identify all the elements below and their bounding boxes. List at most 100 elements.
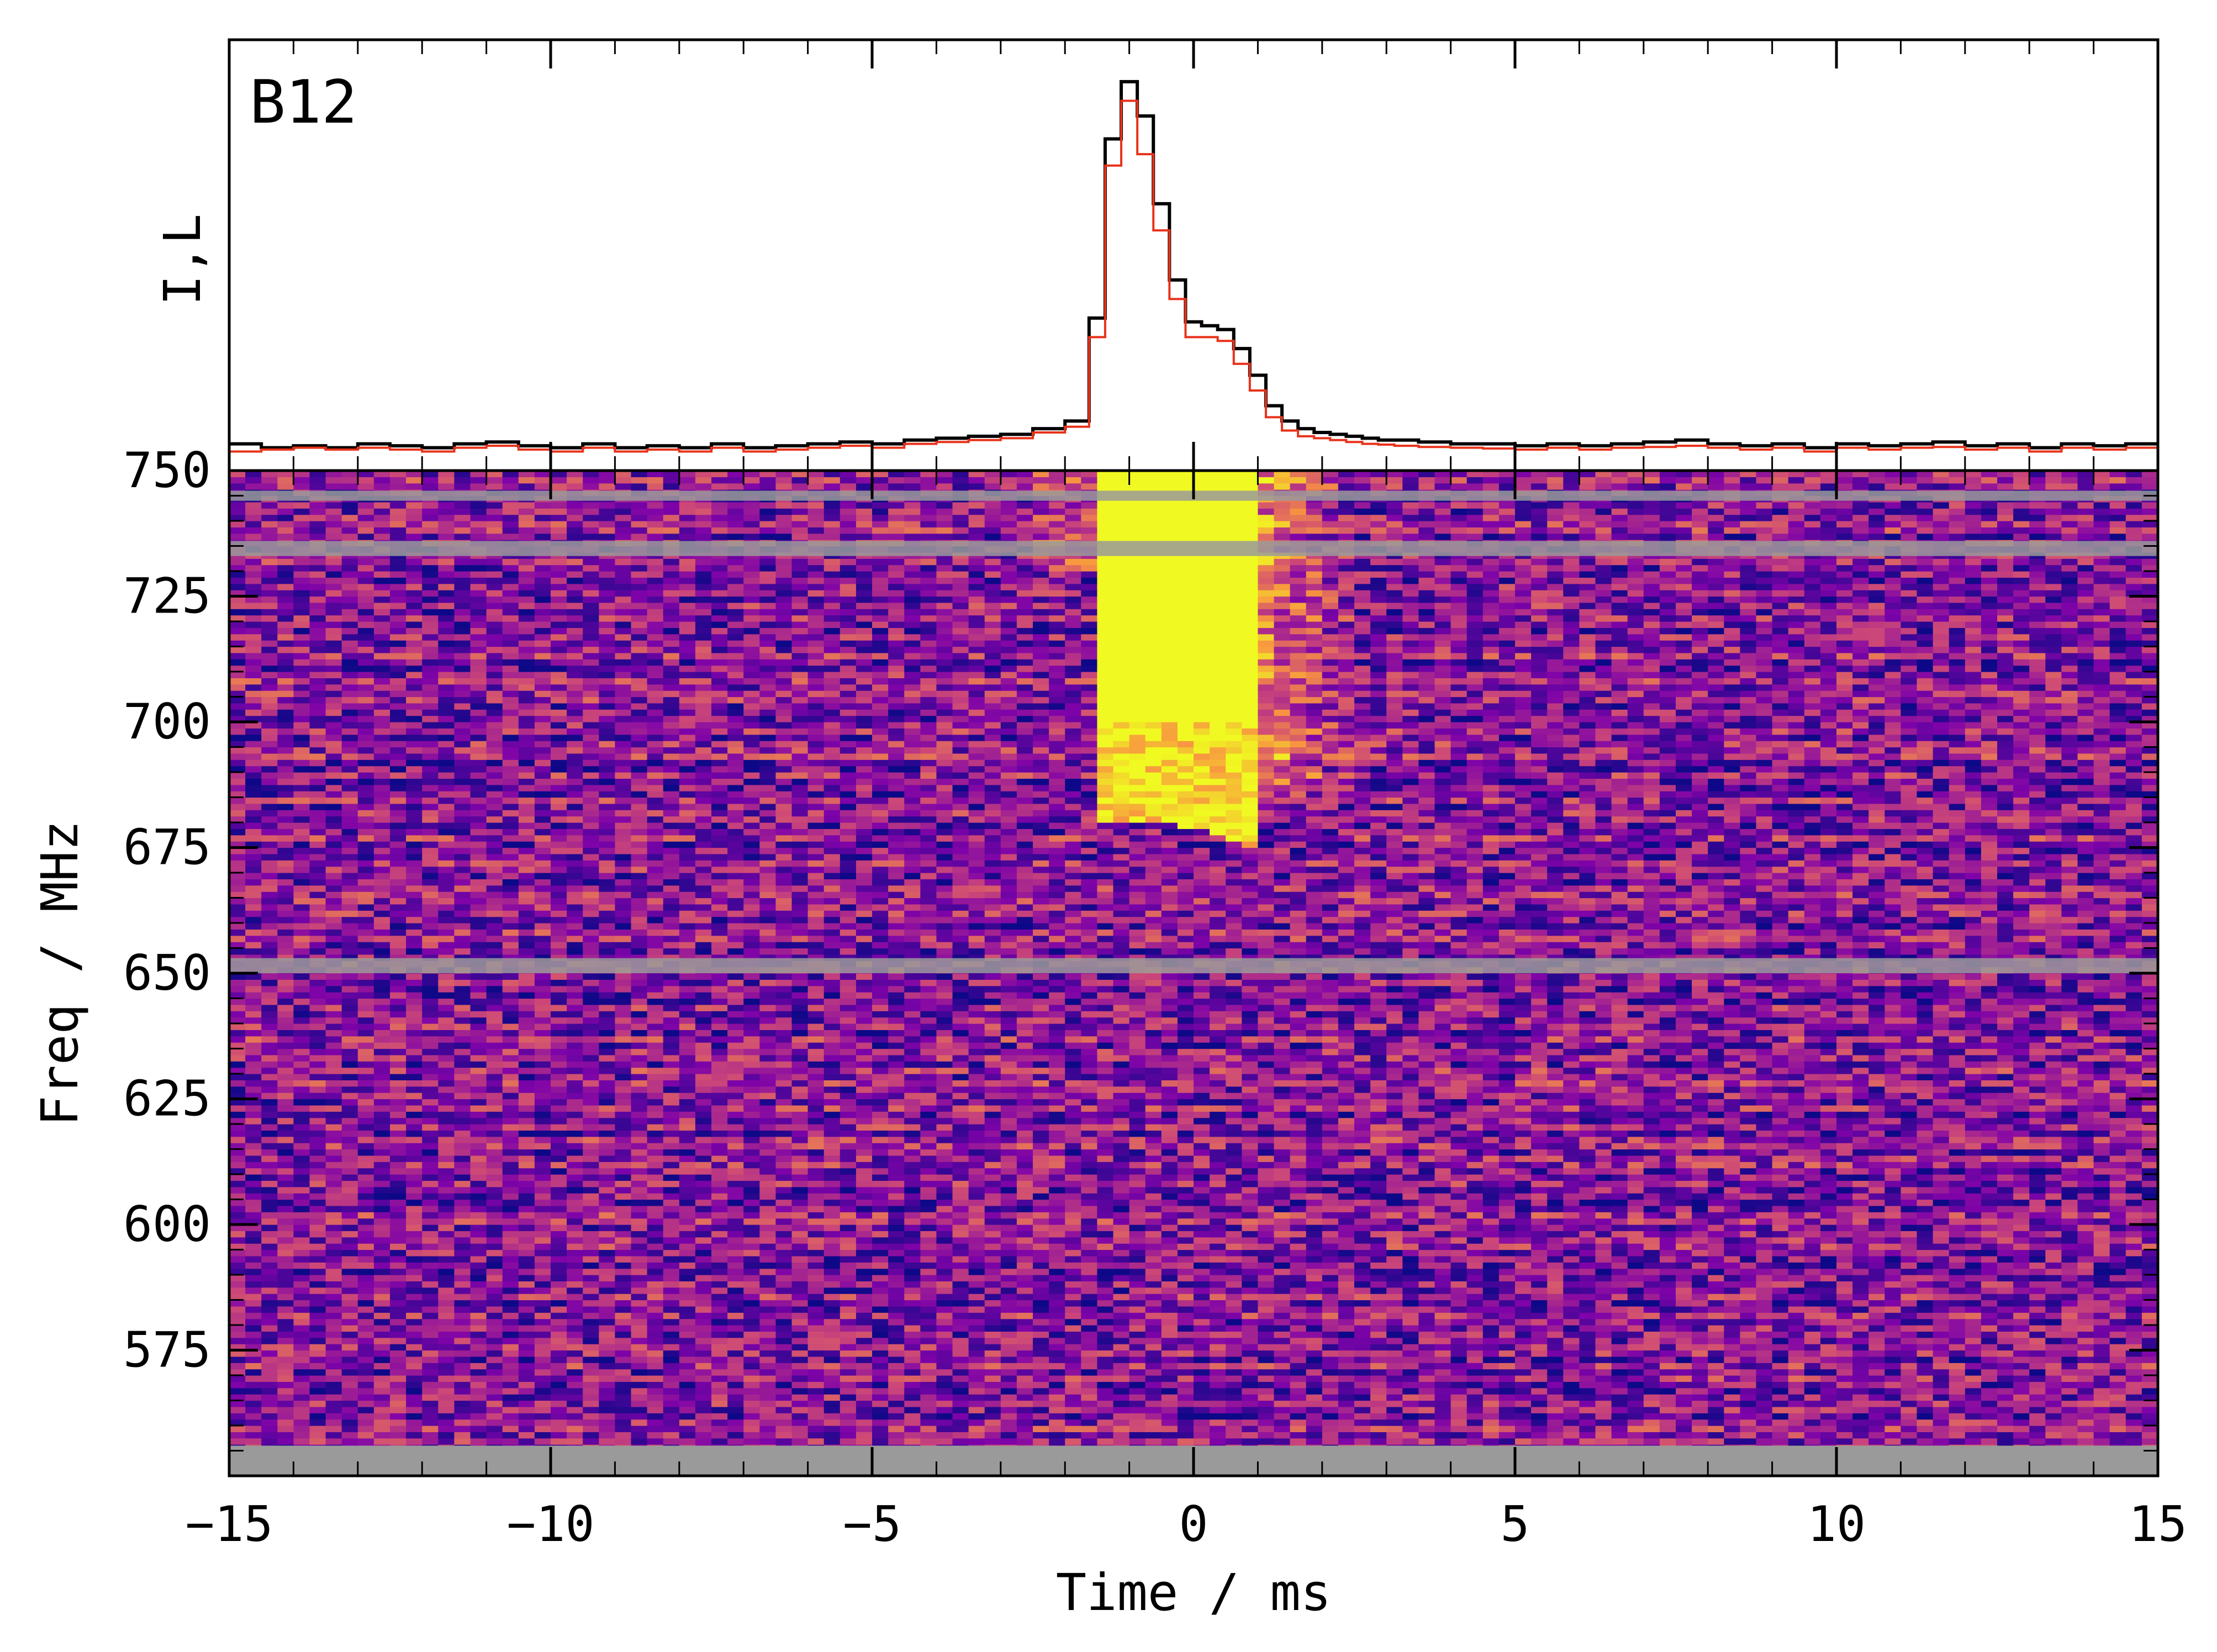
heatmap-cell [1772, 1300, 1789, 1307]
heatmap-cell [567, 1268, 583, 1275]
heatmap-cell [1097, 1325, 1114, 1332]
heatmap-cell [1595, 1432, 1612, 1439]
heatmap-cell [229, 1406, 246, 1413]
heatmap-cell [2061, 1312, 2078, 1320]
heatmap-cell [1145, 1312, 1162, 1320]
heatmap-cell [1000, 1432, 1017, 1439]
heatmap-cell [567, 1249, 583, 1257]
heatmap-cell [1772, 1275, 1789, 1281]
heatmap-cell [583, 1268, 599, 1275]
heatmap-cell [824, 1356, 841, 1363]
heatmap-cell [1016, 1356, 1033, 1363]
heatmap-cell [2013, 1225, 2030, 1231]
heatmap-cell [711, 1318, 728, 1326]
heatmap-cell [1885, 1294, 1901, 1301]
heatmap-cell [1611, 1275, 1628, 1281]
heatmap-cell [1338, 1255, 1355, 1263]
heatmap-cell [2077, 1387, 2094, 1395]
heatmap-cell [1997, 1262, 2014, 1269]
heatmap-cell [1997, 1225, 2014, 1231]
heatmap-cell [856, 1381, 873, 1389]
heatmap-cell [373, 1255, 390, 1263]
heatmap-cell [1194, 1318, 1210, 1326]
heatmap-cell [2093, 1337, 2110, 1344]
heatmap-cell [1692, 1249, 1708, 1257]
heatmap-cell [631, 1312, 648, 1320]
heatmap-cell [1804, 1375, 1821, 1382]
heatmap-cell [1161, 1387, 1178, 1395]
heatmap-cell [1676, 1419, 1692, 1426]
heatmap-cell [2061, 1400, 2078, 1407]
heatmap-cell [2013, 1300, 2030, 1307]
heatmap-cell [2045, 1337, 2062, 1344]
heatmap-cell [1579, 1255, 1596, 1263]
heatmap-cell [1515, 1344, 1532, 1351]
heatmap-cell [1434, 1300, 1451, 1307]
heatmap-cell [599, 1438, 615, 1445]
heatmap-cell [599, 1300, 615, 1307]
heatmap-cell [759, 1281, 776, 1288]
heatmap-cell [2109, 1255, 2126, 1263]
heatmap-cell [229, 1438, 246, 1445]
heatmap-cell [1177, 1231, 1194, 1238]
heatmap-cell [1097, 1287, 1114, 1294]
heatmap-cell [840, 1419, 857, 1426]
heatmap-cell [888, 1356, 905, 1363]
heatmap-cell [711, 1356, 728, 1363]
heatmap-cell [1000, 1318, 1017, 1326]
heatmap-cell [2045, 1387, 2062, 1395]
heatmap-cell [2125, 1306, 2142, 1313]
heatmap-cell [599, 1231, 615, 1238]
heatmap-cell [1370, 1268, 1387, 1275]
heatmap-cell [1081, 1394, 1097, 1401]
heatmap-cell [277, 1432, 294, 1439]
heatmap-cell [502, 1231, 519, 1238]
heatmap-cell [2125, 1218, 2142, 1225]
heatmap-cell [1065, 1387, 1081, 1395]
heatmap-cell [1418, 1300, 1435, 1307]
heatmap-cell [1274, 1394, 1291, 1401]
heatmap-cell [1322, 1255, 1339, 1263]
heatmap-cell [1997, 1275, 2014, 1281]
heatmap-cell [1081, 1369, 1097, 1376]
heatmap-cell [1804, 1406, 1821, 1413]
heatmap-cell [936, 1387, 953, 1395]
heatmap-cell [567, 1255, 583, 1263]
heatmap-cell [502, 1344, 519, 1351]
heatmap-cell [1466, 1432, 1484, 1439]
heatmap-cell [1868, 1275, 1885, 1281]
heatmap-cell [454, 1381, 471, 1389]
heatmap-cell [567, 1406, 583, 1413]
heatmap-cell [1595, 1243, 1612, 1250]
heatmap-cell [2109, 1262, 2126, 1269]
heatmap-cell [1692, 1306, 1708, 1313]
heatmap-cell [1868, 1432, 1885, 1439]
heatmap-cell [325, 1294, 342, 1301]
heatmap-cell [1708, 1356, 1724, 1363]
heatmap-cell [727, 1294, 744, 1301]
heatmap-cell [534, 1294, 551, 1301]
heatmap-cell [615, 1363, 632, 1370]
heatmap-cell [1097, 1294, 1114, 1301]
heatmap-cell [1177, 1218, 1194, 1225]
heatmap-cell [1161, 1438, 1178, 1445]
heatmap-cell [1210, 1375, 1226, 1382]
heatmap-cell [357, 1438, 374, 1445]
heatmap-cell [1756, 1306, 1773, 1313]
heatmap-cell [1659, 1363, 1676, 1370]
heatmap-cell [1145, 1432, 1162, 1439]
heatmap-cell [1466, 1218, 1484, 1225]
heatmap-cell [1386, 1363, 1403, 1370]
heatmap-cell [1933, 1218, 1950, 1225]
heatmap-cell [647, 1306, 664, 1313]
heatmap-cell [1885, 1249, 1901, 1257]
heatmap-cell [1836, 1426, 1853, 1432]
heatmap-cell [1563, 1387, 1580, 1395]
heatmap-cell [1482, 1413, 1500, 1420]
heatmap-cell [1049, 1369, 1065, 1376]
heatmap-cell [1643, 1432, 1660, 1439]
heatmap-cell [759, 1262, 776, 1269]
heatmap-cell [1129, 1300, 1146, 1307]
heatmap-cell [936, 1318, 953, 1326]
heatmap-cell [390, 1225, 407, 1231]
